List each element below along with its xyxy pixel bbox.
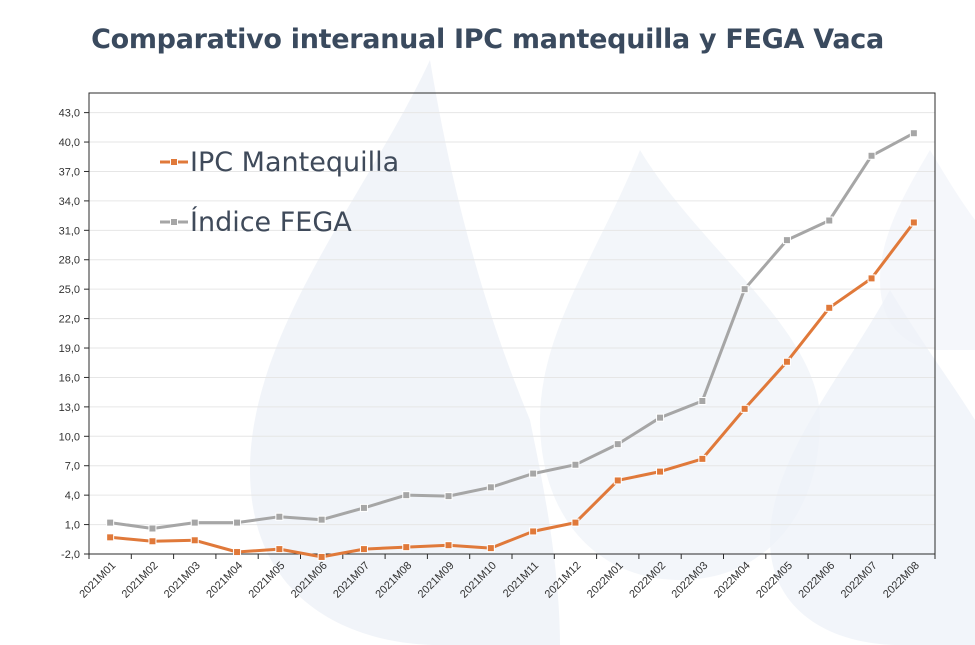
data-point xyxy=(317,515,326,524)
data-point xyxy=(613,440,622,449)
x-tick-label: 2022M03 xyxy=(670,560,711,601)
data-point xyxy=(825,216,834,225)
watermark-drop-center xyxy=(540,150,820,580)
legend-label: IPC Mantequilla xyxy=(190,147,399,178)
data-point xyxy=(359,545,368,554)
y-tick-label: 37,0 xyxy=(59,166,80,178)
x-tick-label: 2021M11 xyxy=(501,560,541,600)
data-point xyxy=(148,537,157,546)
y-tick-label: 22,0 xyxy=(59,314,80,326)
data-point xyxy=(106,518,115,527)
plot-area-border xyxy=(88,92,936,555)
data-point xyxy=(867,151,876,160)
series-lines xyxy=(106,129,918,561)
data-point xyxy=(148,524,157,533)
data-point xyxy=(782,357,791,366)
x-tick-label: 2021M01 xyxy=(77,560,118,601)
x-tick-label: 2021M10 xyxy=(458,560,499,601)
data-point xyxy=(529,469,538,478)
data-point xyxy=(402,491,411,500)
data-point xyxy=(402,543,411,552)
data-point xyxy=(233,548,242,557)
x-tick-label: 2021M06 xyxy=(289,560,330,601)
x-tick-label: 2022M07 xyxy=(839,560,880,601)
data-point xyxy=(486,483,495,492)
data-point xyxy=(106,533,115,542)
data-point xyxy=(190,518,199,527)
y-tick-label: 13,0 xyxy=(59,402,80,414)
watermark-drop-top-right xyxy=(880,150,975,350)
data-point xyxy=(867,274,876,283)
x-tick-label: 2022M04 xyxy=(712,560,753,601)
x-tick-label: 2022M05 xyxy=(754,560,795,601)
data-point xyxy=(740,285,749,294)
data-point xyxy=(359,503,368,512)
data-point xyxy=(571,518,580,527)
series-indice-fega xyxy=(106,129,918,533)
y-tick-label: 4,0 xyxy=(65,490,80,502)
legend-item: Índice FEGA xyxy=(160,206,352,238)
legend: IPC Mantequilla Índice FEGA xyxy=(160,147,399,238)
x-axis-ticks: 2021M01 2021M02 2021M03 2021M04 2021M05 2021M… xyxy=(77,560,922,601)
y-tick-label: 28,0 xyxy=(59,255,80,267)
data-point xyxy=(613,476,622,485)
y-tick-label: -2,0 xyxy=(61,549,80,561)
x-tick-label: 2022M06 xyxy=(796,560,837,601)
watermark-drop-left xyxy=(250,60,560,645)
data-point xyxy=(233,518,242,527)
y-tick-label: 43,0 xyxy=(59,108,80,120)
x-tick-label: 2021M07 xyxy=(331,560,372,601)
x-tick-label: 2021M08 xyxy=(373,560,414,601)
data-point xyxy=(275,512,284,521)
data-point xyxy=(486,544,495,553)
x-tick-label: 2021M04 xyxy=(204,560,245,601)
data-point xyxy=(740,404,749,413)
data-point xyxy=(571,460,580,469)
y-tick-label: 34,0 xyxy=(59,196,80,208)
data-point xyxy=(825,303,834,312)
series-line xyxy=(109,131,915,530)
x-tick-label: 2021M05 xyxy=(247,560,288,601)
x-tick-label: 2021M12 xyxy=(543,560,584,601)
series-ipc-mantequilla xyxy=(106,218,918,561)
x-tick-label: 2021M03 xyxy=(162,560,203,601)
watermark-drop-right xyxy=(770,290,975,645)
legend-item: IPC Mantequilla xyxy=(160,147,399,178)
chart-title: Comparativo interanual IPC mantequilla y… xyxy=(91,24,884,55)
legend-swatch-marker xyxy=(170,158,178,166)
data-point xyxy=(782,236,791,245)
data-point xyxy=(444,541,453,550)
series-line xyxy=(110,221,915,559)
data-point xyxy=(444,492,453,501)
y-axis-ticks: -2,0 1,0 4,0 7,0 10,0 13,0 16,0 19,0 22,0 25,0 28,… xyxy=(59,108,80,561)
data-point xyxy=(909,129,918,138)
y-tick-label: 10,0 xyxy=(59,431,80,443)
legend-swatch-marker xyxy=(170,218,178,226)
data-point xyxy=(698,454,707,463)
y-tick-label: 25,0 xyxy=(59,284,80,296)
x-tick-label: 2022M02 xyxy=(627,560,668,601)
y-tick-label: 1,0 xyxy=(65,520,80,532)
data-point xyxy=(275,545,284,554)
data-point xyxy=(909,218,918,227)
data-point xyxy=(317,552,326,561)
data-point xyxy=(529,527,538,536)
data-point xyxy=(190,536,199,545)
x-tick-label: 2022M01 xyxy=(585,560,626,601)
y-tick-label: 16,0 xyxy=(59,372,80,384)
legend-label: Índice FEGA xyxy=(190,206,352,238)
x-tick-label: 2022M08 xyxy=(881,560,922,601)
y-tick-label: 19,0 xyxy=(59,343,80,355)
data-point xyxy=(698,396,707,405)
y-tick-label: 40,0 xyxy=(59,137,80,149)
x-tick-label: 2021M09 xyxy=(416,560,457,601)
data-point xyxy=(656,413,665,422)
data-point xyxy=(656,467,665,476)
x-tick-label: 2021M02 xyxy=(120,560,161,601)
grid-lines xyxy=(84,112,936,559)
y-tick-label: 31,0 xyxy=(59,225,80,237)
y-tick-label: 7,0 xyxy=(65,461,80,473)
